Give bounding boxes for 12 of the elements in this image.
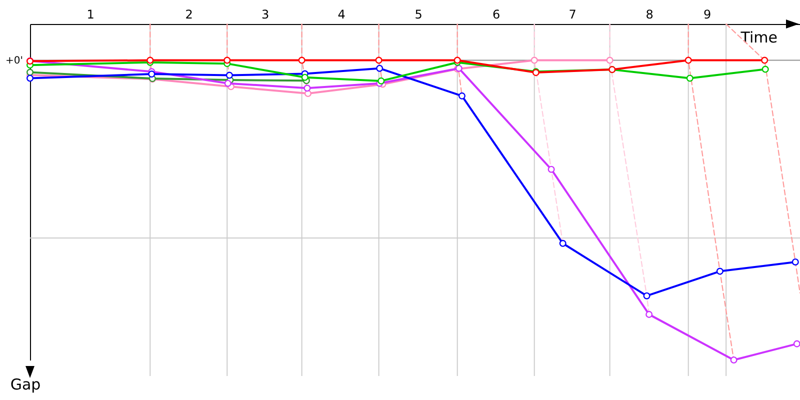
y-axis-title: Gap <box>10 376 41 394</box>
x-tick-label: 5 <box>414 8 422 22</box>
x-tick-label: 1 <box>86 8 94 22</box>
x-tick-label: 7 <box>568 8 576 22</box>
x-axis-title: Time <box>740 28 778 46</box>
x-tick-label: 4 <box>338 8 346 22</box>
x-tick-label: 9 <box>704 8 712 22</box>
x-tick-label: 6 <box>492 8 500 22</box>
ref-line-label: +0' <box>6 55 23 66</box>
x-tick-label: 8 <box>646 8 654 22</box>
x-tick-label: 3 <box>262 8 270 22</box>
x-tick-label: 2 <box>185 8 193 22</box>
